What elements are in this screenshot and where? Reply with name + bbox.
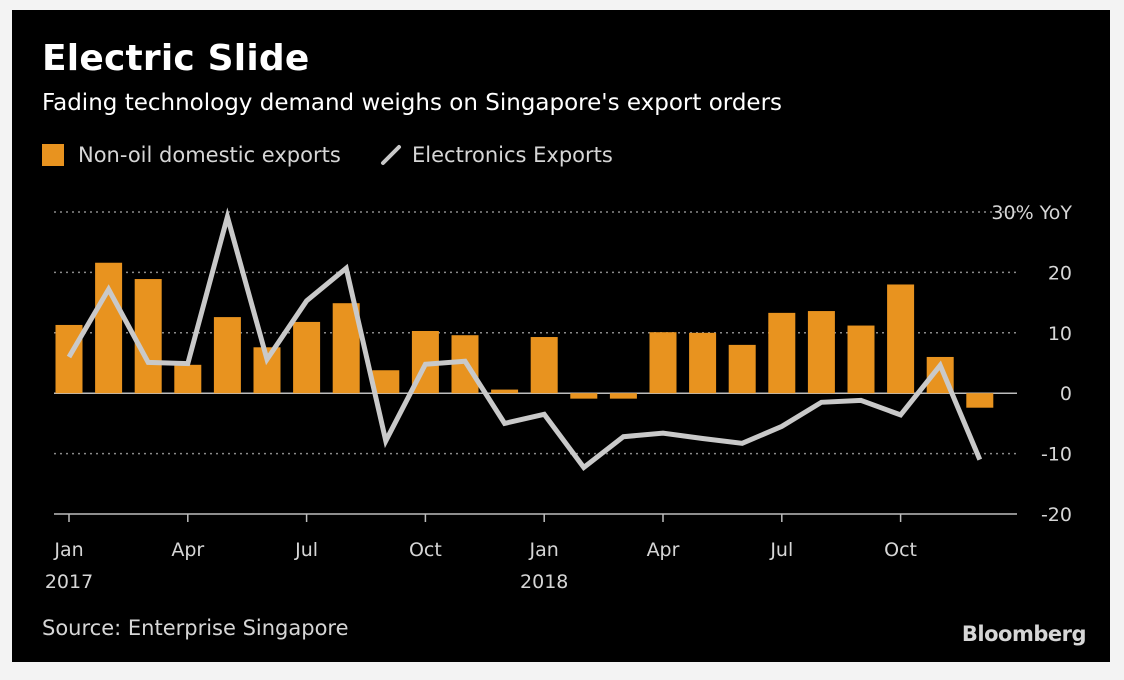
y-tick-label: 10 — [1048, 323, 1072, 345]
bar — [293, 321, 321, 394]
electronics-line — [66, 207, 983, 472]
chart-title: Electric Slide — [42, 38, 310, 79]
bar — [134, 279, 162, 394]
x-tick-label: Jul — [294, 539, 318, 561]
bar — [807, 311, 835, 394]
x-tick-label: Oct — [409, 539, 442, 561]
bloomberg-logo: Bloomberg — [961, 622, 1087, 646]
legend-label-line: Electronics Exports — [412, 143, 613, 167]
legend-item-line: Electronics Exports — [380, 143, 613, 167]
legend-item-bars: Non-oil domestic exports — [42, 143, 341, 167]
bar — [768, 312, 796, 394]
y-tick-label: 0 — [1060, 383, 1072, 405]
bar — [174, 364, 202, 394]
source-note: Source: Enterprise Singapore — [42, 616, 349, 640]
y-tick-label: -10 — [1041, 444, 1072, 466]
x-tick-label: Apr — [171, 539, 204, 561]
bar — [649, 332, 677, 394]
x-tick-label: Jan — [529, 539, 559, 561]
bar — [609, 393, 637, 399]
x-year-label: 2018 — [520, 571, 568, 593]
bar — [95, 262, 123, 394]
legend-swatch-line — [381, 145, 401, 165]
bar — [55, 324, 83, 394]
bar — [728, 344, 756, 394]
bar — [689, 332, 717, 394]
chart-subtitle: Fading technology demand weighs on Singa… — [42, 90, 783, 116]
bar — [213, 317, 241, 394]
bar — [887, 284, 915, 394]
chart-card: Electric Slide Fading technology demand … — [12, 10, 1110, 662]
x-tick-label: Oct — [884, 539, 917, 561]
x-tick-label: Apr — [647, 539, 680, 561]
bar — [372, 370, 400, 394]
legend-label-bars: Non-oil domestic exports — [78, 143, 341, 167]
x-tick-label: Jul — [769, 539, 793, 561]
bar — [570, 393, 598, 399]
legend-swatch-bar — [42, 144, 64, 166]
bar — [966, 393, 994, 408]
bar — [491, 389, 519, 394]
y-tick-label: 30% YoY — [991, 202, 1072, 224]
plot-area: 30% YoY 20 10 0 -10 -20 Jan 2017 Apr Jul Oct Jan 201… — [45, 202, 1073, 593]
y-tick-label: 20 — [1048, 262, 1072, 284]
y-tick-label: -20 — [1041, 504, 1072, 526]
bar — [530, 337, 558, 394]
x-year-label: 2017 — [45, 571, 93, 593]
x-tick-label: Jan — [53, 539, 83, 561]
bar — [847, 325, 875, 394]
